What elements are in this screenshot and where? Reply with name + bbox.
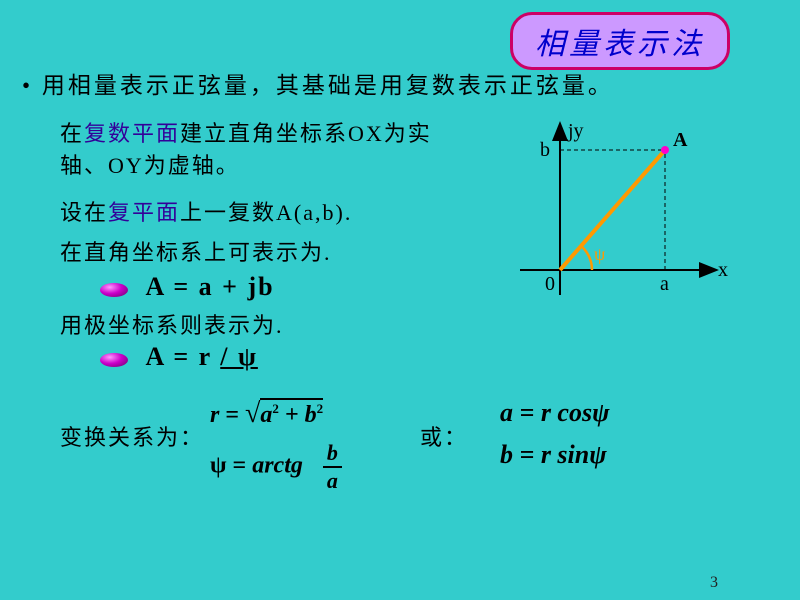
bullet-icon: [100, 353, 128, 367]
para-4: 用极坐标系则表示为.: [60, 308, 284, 340]
main-bullet: 用相量表示正弦量，其基础是用复数表示正弦量。: [22, 66, 614, 100]
page-number: 3: [710, 574, 718, 592]
svg-text:ψ: ψ: [594, 244, 606, 264]
formula-polar: A = r / ψ: [100, 342, 258, 372]
para-1: 在复数平面建立直角坐标系OX为实轴、OY为虚轴。: [60, 118, 460, 182]
label-or: 或：: [420, 420, 468, 452]
svg-text:a: a: [660, 273, 669, 295]
eq-b: b = r sinψ: [500, 440, 607, 470]
svg-text:A: A: [673, 129, 688, 151]
label-transform: 变换关系为：: [60, 420, 204, 452]
svg-text:b: b: [540, 139, 550, 161]
slide-title: 相量表示法: [510, 12, 730, 70]
svg-text:0: 0: [545, 273, 555, 295]
eq-a: a = r cosψ: [500, 398, 609, 428]
eq-r: r = √a2 + b2: [210, 398, 323, 430]
bullet-icon: [100, 283, 128, 297]
formula-rect: A = a + jb: [100, 272, 275, 302]
para-2: 设在复平面上一复数A(a,b).: [60, 195, 352, 227]
para-3: 在直角坐标系上可表示为.: [60, 235, 332, 267]
svg-text:x: x: [718, 259, 728, 281]
svg-text:jy: jy: [567, 120, 584, 142]
eq-psi: ψ = arctg b a: [210, 440, 342, 494]
complex-plane-diagram: 0 x jy Aa b ψ: [500, 120, 730, 310]
